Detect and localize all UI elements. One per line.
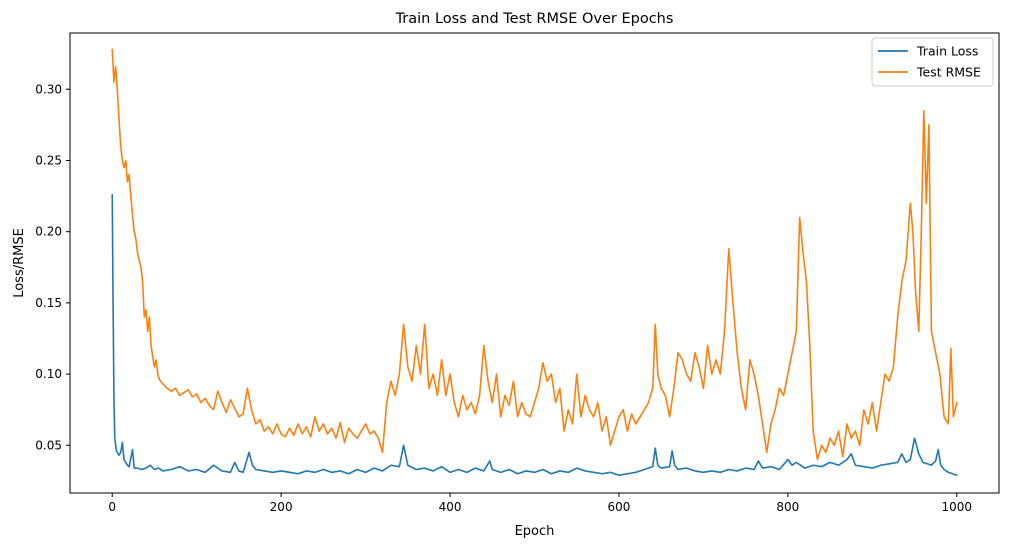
y-tick-label: 0.30 bbox=[35, 82, 62, 96]
series-line-train-loss bbox=[111, 193, 958, 476]
chart-title: Train Loss and Test RMSE Over Epochs bbox=[395, 11, 674, 27]
y-axis-label: Loss/RMSE bbox=[12, 228, 27, 298]
x-axis: 0 200 400 600 800 1000 bbox=[108, 493, 972, 514]
y-tick-label: 0.15 bbox=[35, 296, 62, 310]
legend: Train Loss Test RMSE bbox=[871, 37, 994, 87]
y-tick-label: 0.10 bbox=[35, 367, 62, 381]
y-axis: 0.05 0.10 0.15 0.20 0.25 0.30 bbox=[35, 82, 70, 452]
y-tick-label: 0.05 bbox=[35, 438, 62, 452]
x-tick-label: 400 bbox=[439, 500, 462, 514]
legend-frame bbox=[871, 37, 994, 87]
x-tick-label: 800 bbox=[776, 500, 799, 514]
x-axis-label: Epoch bbox=[515, 524, 555, 539]
x-tick-label: 0 bbox=[108, 500, 116, 514]
legend-label-train-loss: Train Loss bbox=[916, 44, 978, 59]
legend-label-test-rmse: Test RMSE bbox=[916, 65, 981, 80]
x-tick-label: 200 bbox=[270, 500, 293, 514]
x-tick-label: 600 bbox=[608, 500, 631, 514]
y-tick-label: 0.25 bbox=[35, 153, 62, 167]
plot-frame bbox=[69, 32, 1000, 494]
series-line-test-rmse bbox=[111, 48, 958, 461]
series-layer bbox=[111, 48, 958, 476]
x-tick-label: 1000 bbox=[941, 500, 972, 514]
y-tick-label: 0.20 bbox=[35, 225, 62, 239]
